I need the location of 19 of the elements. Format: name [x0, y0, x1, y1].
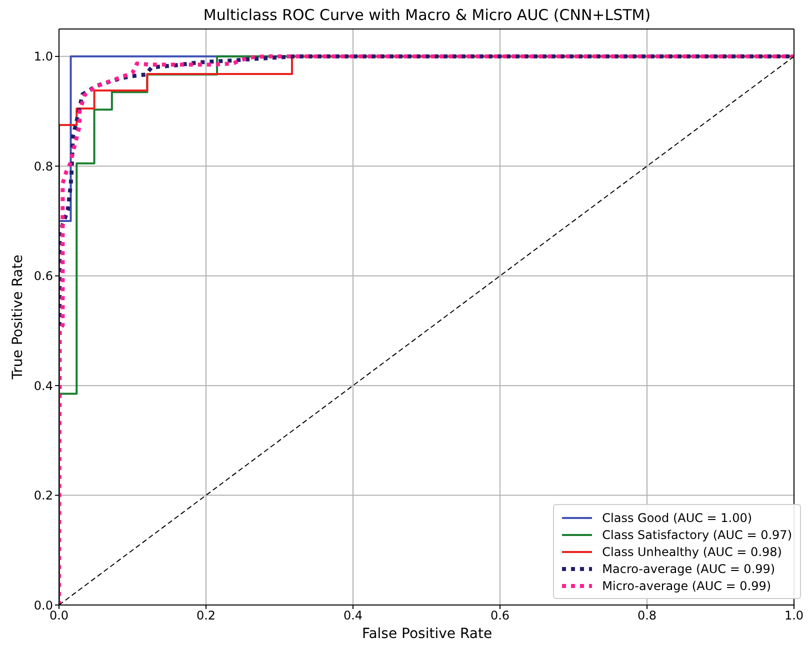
y-axis-title: True Positive Rate: [10, 254, 26, 379]
y-tick-label: 0.8: [34, 159, 53, 174]
y-tick-label: 0.2: [34, 488, 53, 503]
x-axis-title: False Positive Rate: [360, 626, 494, 642]
x-tick-label: 0.6: [490, 608, 510, 623]
x-tick-label: 1.0: [784, 608, 804, 623]
legend-label: Micro-average (AUC = 0.99): [602, 578, 772, 592]
legend-label: Class Satisfactory (AUC = 0.97): [602, 528, 792, 542]
x-tick-label: 0.2: [196, 608, 216, 623]
legend-label: Class Unhealthy (AUC = 0.98): [602, 544, 782, 558]
legend-label: Macro-average (AUC = 0.99): [602, 562, 776, 576]
y-tick-label: 1.0: [34, 50, 53, 64]
chart-title: Multiclass ROC Curve with Macro & Micro AUC (CNN+LSTM): [202, 6, 652, 24]
x-tick-label: 0.4: [343, 608, 363, 623]
y-tick-label: 0.4: [34, 378, 53, 393]
x-tick-label: 0.8: [637, 608, 657, 623]
legend-label: Class Good (AUC = 1.00): [602, 510, 752, 524]
y-tick-label: 0.6: [34, 269, 53, 284]
x-tick-label: 0.0: [49, 608, 69, 623]
